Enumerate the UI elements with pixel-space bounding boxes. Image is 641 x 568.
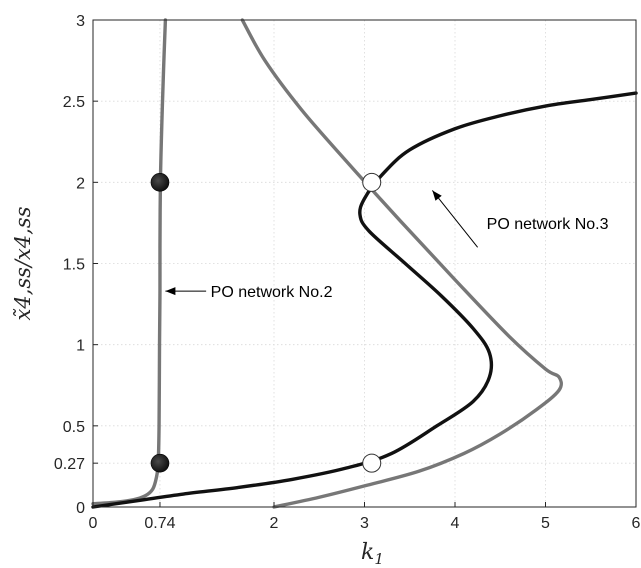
x-axis-label-main: k [361,540,374,565]
series-group [91,18,638,509]
y-tick-label: 3 [76,13,85,30]
annotation-arrowhead [432,190,442,201]
y-tick-label: 1.5 [63,257,85,274]
series-line-1 [91,18,168,506]
annotation-group: PO network No.2 PO network No.3 [165,190,609,301]
x-axis-label: k1 [361,540,384,568]
x-tick-label: 6 [632,515,641,532]
x-axis-label-subscript: 1 [374,550,384,568]
marker-group [150,172,382,473]
y-tick-label: 2 [76,175,85,192]
grid [93,20,636,507]
annotation-arrow-line [431,190,479,248]
open-marker [362,453,382,473]
x-tick-label: 0 [89,515,98,532]
series-line-3 [91,91,638,509]
x-tick-label: 5 [541,515,550,532]
annotation-label: PO network No.3 [487,216,609,233]
ticks: 0 0.74 2 3 4 5 6 0 0.27 0.5 1 1.5 2 2.5 3 [54,13,641,532]
y-tick-label: 0.27 [54,456,85,473]
filled-marker [150,453,170,473]
y-tick-label: 1 [76,338,85,355]
y-tick-label: 2.5 [63,94,85,111]
annotation-arrowhead [165,287,176,296]
x-tick-label: 3 [360,515,369,532]
annotation-label: PO network No.2 [211,284,333,301]
x-tick-label: 2 [270,515,279,532]
y-tick-label: 0.5 [63,419,85,436]
x-tick-label: 0.74 [144,515,175,532]
x-tick-label: 4 [451,515,460,532]
filled-marker [150,173,170,192]
y-axis-label: x̃4,ss/x4,ss [11,206,35,320]
y-tick-label: 0 [76,500,85,517]
open-marker [362,172,382,192]
series-line-2 [240,18,564,509]
